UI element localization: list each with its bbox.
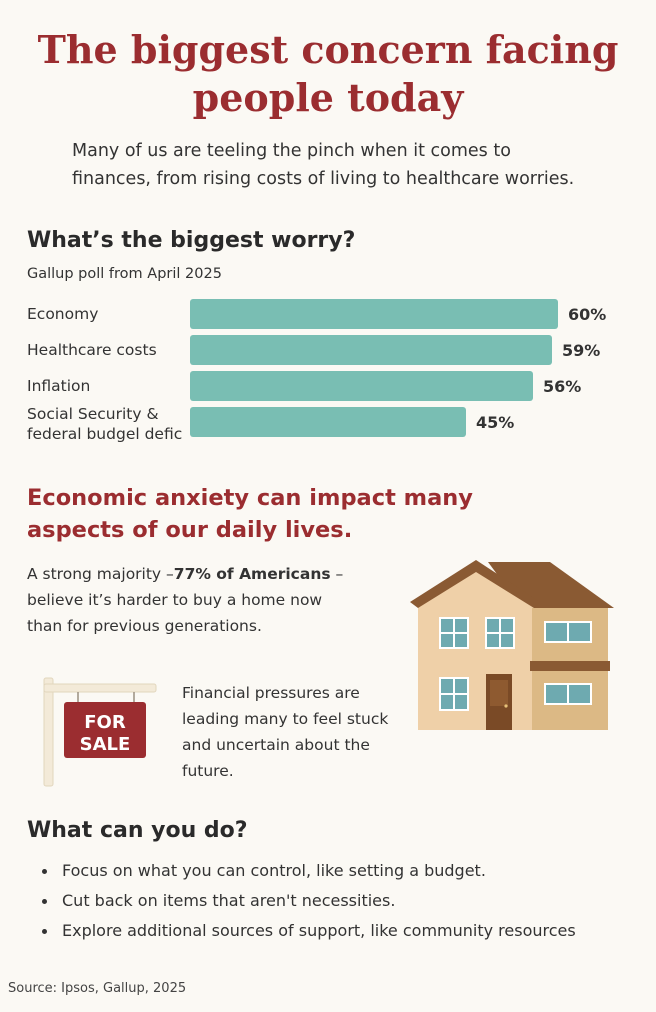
bar-category-label-line: Economy [27,305,99,323]
para1-post: – [330,565,344,583]
bar-category-label: Economy [27,304,98,324]
page-title: The biggest concern facing people today [0,26,656,122]
bar-value-label: 45% [476,413,515,432]
bar-row: Economy 60% [0,299,656,331]
para2-line-3: and uncertain about the [182,736,370,754]
intro-text: Many of us are teeling the pinch when it… [72,137,642,193]
worry-heading: What’s the biggest worry? [27,228,356,253]
bar-row: Inflation 56% [0,371,656,403]
bar-category-label-line: Social Security & [27,405,159,423]
para2-line-4: future. [182,762,234,780]
bar-category-label: Inflation [27,376,90,396]
title-line-2: people today [192,75,464,120]
bar [190,335,552,365]
bar [190,371,533,401]
para2-line-1: Financial pressures are [182,684,360,702]
anxiety-heading-line-2: aspects of our daily lives. [27,517,353,543]
for-sale-sign-illustration: FOR SALE [43,677,157,787]
bar-category-label-line: Inflation [27,377,91,395]
sign-text-for: FOR [84,712,126,733]
anxiety-heading: Economic anxiety can impact many aspects… [27,482,527,546]
bar-value-label: 56% [543,377,582,396]
house-illustration [410,560,614,730]
bar [190,407,466,437]
bar-category-label-line: federal budgel defic [27,425,183,443]
house-roof-left [410,560,540,608]
bar-category-label: Social Security & federal budgel defic [27,404,182,444]
bar-category-label: Healthcare costs [27,340,157,360]
title-line-1: The biggest concern facing [37,27,619,72]
home-buying-paragraph: A strong majority –77% of Americans – be… [27,561,407,639]
sign-text-sale: SALE [80,734,131,755]
para1-line-3: than for previous generations. [27,617,262,635]
bar-row: Social Security & federal budgel defic 45% [0,405,656,443]
todo-heading: What can you do? [27,818,248,843]
bar-row: Healthcare costs 59% [0,335,656,367]
source-note: Source: Ipsos, Gallup, 2025 [8,981,187,996]
para1-line-2: believe it’s harder to buy a home now [27,591,323,609]
list-item: Explore additional sources of support, l… [38,916,576,946]
para1-pre: A strong majority – [27,565,174,583]
para2-line-2: leading many to feel stuck [182,710,389,728]
bar-category-label-line: Healthcare costs [27,341,157,359]
intro-line-1: Many of us are teeling the pinch when it… [72,141,511,161]
para1-bold-stat: 77% of Americans [173,565,331,583]
bar-value-label: 59% [562,341,601,360]
intro-line-2: finances, from rising costs of living to… [72,169,575,189]
financial-pressure-paragraph: Financial pressures are leading many to … [182,680,412,784]
bar-value-label: 60% [568,305,607,324]
house-trim [530,661,610,671]
worry-subheading: Gallup poll from April 2025 [27,266,222,282]
anxiety-heading-line-1: Economic anxiety can impact many [27,485,473,511]
bar [190,299,558,329]
list-item: Focus on what you can control, like sett… [38,856,576,886]
list-item: Cut back on items that aren't necessitie… [38,886,576,916]
todo-list: Focus on what you can control, like sett… [38,856,576,946]
